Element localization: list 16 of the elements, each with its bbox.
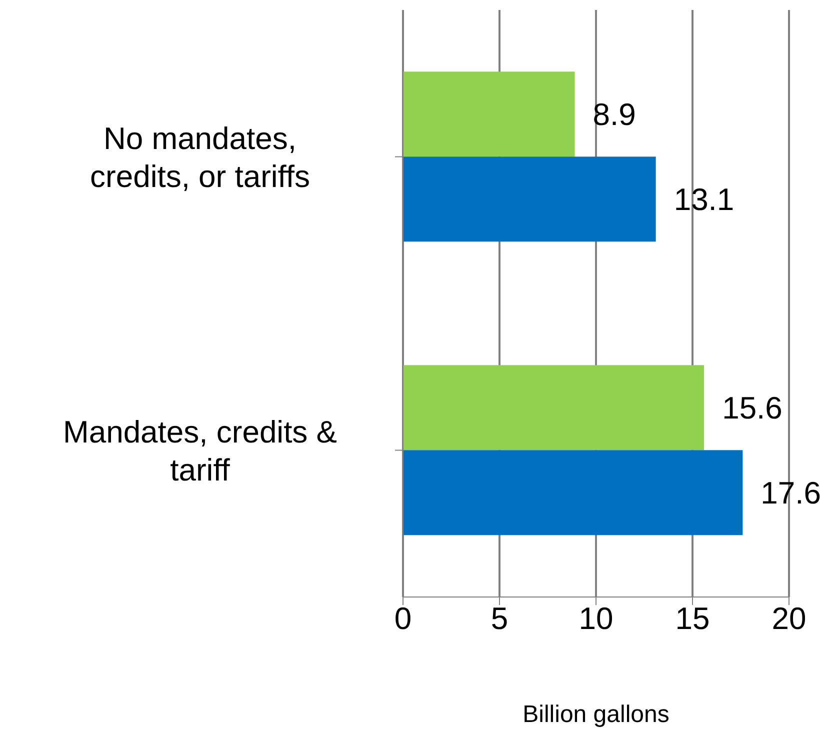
- bar: [403, 450, 743, 536]
- bar: [403, 156, 656, 242]
- y-tick-label: No mandates, credits, or tariffs: [90, 120, 310, 194]
- x-tick-label: 20: [772, 601, 806, 636]
- x-tick-label: 10: [578, 601, 614, 636]
- bar: [403, 365, 704, 450]
- x-tick-label: 0: [394, 601, 412, 636]
- x-tick-label: 15: [675, 601, 710, 636]
- x-tick-label: 5: [490, 601, 508, 636]
- y-tick-label: Mandates, credits & tariff: [63, 414, 338, 487]
- data-label: 17.6: [760, 476, 822, 511]
- x-axis-title: Billion gallons: [522, 701, 670, 728]
- data-label: 13.1: [674, 182, 734, 218]
- data-label: 8.9: [592, 97, 636, 132]
- bar: [403, 72, 575, 157]
- data-label: 15.6: [722, 390, 782, 426]
